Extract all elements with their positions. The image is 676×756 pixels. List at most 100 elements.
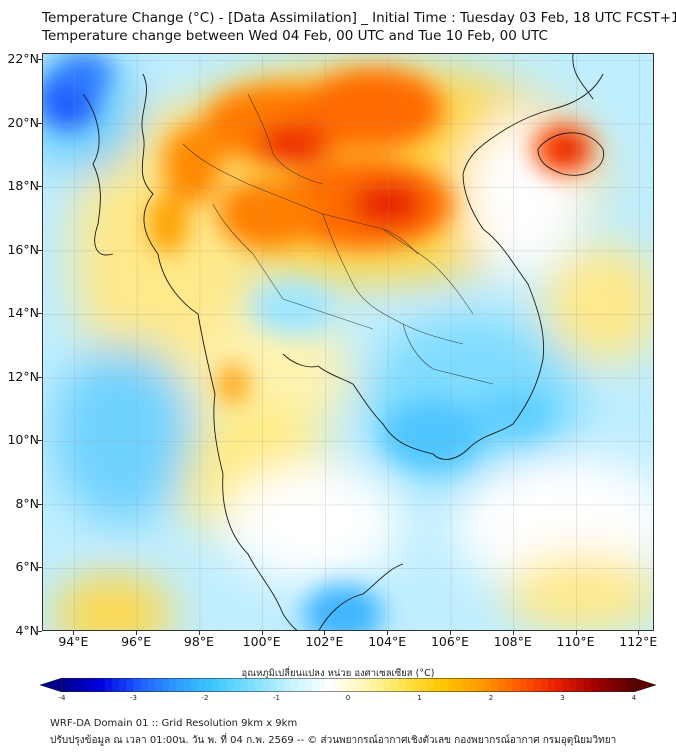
colorbar-segment bbox=[433, 678, 442, 692]
latitude-tick bbox=[38, 376, 42, 378]
longitude-tick bbox=[73, 631, 75, 635]
colorbar-segment bbox=[605, 678, 614, 692]
colorbar-tick-label: -2 bbox=[201, 694, 209, 702]
colorbar-segment bbox=[112, 678, 120, 692]
colorbar-segment bbox=[519, 678, 528, 692]
colorbar-tick-label: 1 bbox=[417, 694, 422, 702]
colorbar-segment bbox=[226, 678, 235, 692]
colorbar-segment bbox=[90, 678, 99, 692]
latitude-label: 8°N bbox=[15, 495, 39, 511]
longitude-tick bbox=[450, 631, 451, 635]
colorbar-segment bbox=[355, 678, 363, 692]
longitude-label: 100°E bbox=[242, 634, 281, 649]
colorbar-segment bbox=[176, 678, 185, 692]
longitude-label: 94°E bbox=[58, 634, 89, 649]
longitude-tick bbox=[261, 631, 263, 635]
colorbar-segment bbox=[398, 678, 406, 692]
colorbar-segment bbox=[133, 678, 142, 692]
latitude-label: 18°N bbox=[7, 178, 39, 194]
colorbar-segment bbox=[190, 678, 199, 692]
longitude-tick bbox=[575, 631, 577, 635]
latitude-label: 22°N bbox=[7, 51, 39, 67]
map-title: Temperature Change (°C) - [Data Assimila… bbox=[42, 10, 676, 26]
colorbar-segment bbox=[562, 678, 571, 692]
colorbar-segment bbox=[247, 678, 256, 692]
colorbar-segment bbox=[426, 678, 435, 692]
latitude-tick bbox=[38, 440, 42, 442]
latitude-label: 10°N bbox=[7, 432, 39, 448]
colorbar-tick-label: 3 bbox=[560, 694, 565, 702]
colorbar-segment bbox=[619, 678, 628, 692]
colorbar-segment bbox=[240, 678, 249, 692]
longitude-label: 110°E bbox=[556, 634, 595, 649]
colorbar-segment bbox=[97, 678, 106, 692]
colorbar-segment bbox=[169, 678, 177, 692]
colorbar-segment bbox=[197, 678, 206, 692]
colorbar-segment bbox=[183, 678, 192, 692]
colorbar-segment bbox=[83, 678, 92, 692]
colorbar bbox=[40, 678, 656, 692]
colorbar-segment bbox=[626, 678, 635, 692]
colorbar-segment bbox=[326, 678, 335, 692]
longitude-tick bbox=[324, 631, 326, 635]
colorbar-segment bbox=[390, 678, 399, 692]
colorbar-segment bbox=[62, 678, 70, 692]
longitude-label: 98°E bbox=[183, 634, 214, 649]
longitude-tick bbox=[136, 631, 138, 635]
colorbar-segment bbox=[541, 678, 549, 692]
colorbar-segment bbox=[576, 678, 585, 692]
colorbar-segment bbox=[505, 678, 514, 692]
longitude-tick bbox=[387, 631, 389, 635]
colorbar-segment bbox=[319, 678, 328, 692]
colorbar-segment bbox=[591, 678, 599, 692]
latitude-label: 6°N bbox=[15, 559, 39, 575]
colorbar-segment bbox=[255, 678, 263, 692]
latitude-label: 12°N bbox=[7, 368, 39, 384]
colorbar-segment bbox=[362, 678, 371, 692]
longitude-label: 104°E bbox=[368, 634, 407, 649]
temperature-field-detail bbox=[43, 54, 593, 630]
colorbar-segment bbox=[483, 678, 492, 692]
colorbar-segment bbox=[283, 678, 292, 692]
country-borders bbox=[182, 93, 494, 385]
latitude-label: 4°N bbox=[15, 623, 39, 638]
coastlines bbox=[82, 54, 605, 630]
colorbar-segment bbox=[598, 678, 606, 692]
colorbar-segment bbox=[140, 678, 149, 692]
map-subtitle: Temperature change between Wed 04 Feb, 0… bbox=[42, 28, 548, 44]
colorbar-segment bbox=[126, 678, 135, 692]
longitude-tick bbox=[638, 631, 640, 635]
colorbar-segment bbox=[369, 678, 378, 692]
graticule bbox=[43, 54, 653, 630]
colorbar-segment bbox=[162, 678, 170, 692]
colorbar-segment bbox=[297, 678, 306, 692]
colorbar-segment bbox=[262, 678, 270, 692]
colorbar-label: อุณหภูมิเปลี่ยนแปลง หน่วย องศาเซลเซียส (… bbox=[241, 668, 435, 679]
colorbar-segment bbox=[612, 678, 621, 692]
latitude-label: 14°N bbox=[7, 305, 39, 321]
colorbar-segment bbox=[583, 678, 592, 692]
colorbar-tick-label: -1 bbox=[273, 694, 280, 702]
colorbar-segment bbox=[526, 678, 535, 692]
latitude-tick bbox=[38, 249, 42, 251]
colorbar-max-arrow bbox=[633, 678, 656, 692]
footer-model-info: WRF-DA Domain 01 :: Grid Resolution 9km … bbox=[50, 718, 298, 729]
colorbar-segment bbox=[269, 678, 278, 692]
colorbar-segment bbox=[340, 678, 349, 692]
colorbar-segment bbox=[412, 678, 421, 692]
colorbar-segment bbox=[119, 678, 127, 692]
colorbar-segment bbox=[448, 678, 456, 692]
colorbar-segment bbox=[476, 678, 485, 692]
colorbar-tick-label: -3 bbox=[130, 694, 137, 702]
colorbar-segment bbox=[569, 678, 578, 692]
temperature-change-map[interactable] bbox=[42, 53, 654, 631]
colorbar-segment bbox=[512, 678, 521, 692]
colorbar-segment bbox=[455, 678, 463, 692]
colorbar-segment bbox=[533, 678, 542, 692]
colorbar-tick-label: 4 bbox=[631, 694, 637, 702]
colorbar-segment bbox=[154, 678, 163, 692]
colorbar-segment bbox=[69, 678, 77, 692]
longitude-label: 112°E bbox=[619, 634, 658, 649]
colorbar-border bbox=[61, 678, 635, 692]
latitude-tick bbox=[38, 631, 42, 632]
